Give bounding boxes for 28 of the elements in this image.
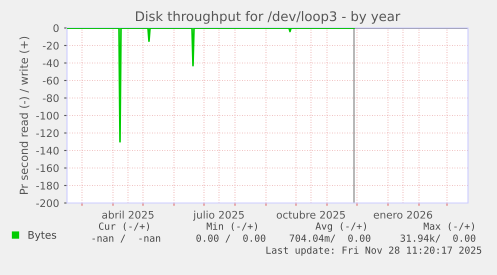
line-series xyxy=(67,28,355,143)
x-tick-label: enero 2026 xyxy=(374,210,432,219)
y-tick-label: -60 xyxy=(42,76,59,85)
text: Avg (-/+) xyxy=(316,222,366,232)
y-tick-label: -120 xyxy=(36,129,59,138)
text: 0.00 / 0.00 xyxy=(196,234,266,243)
y-tick-label: -40 xyxy=(42,59,59,68)
y-tick-label: -140 xyxy=(36,146,59,155)
text: Cur (-/+) xyxy=(98,222,149,231)
y-tick-label: -20 xyxy=(42,42,59,50)
x-tick-label: octubre 2025 xyxy=(276,210,345,219)
text: Min (-/+) xyxy=(206,222,257,231)
y-tick-label: 0 xyxy=(53,24,59,32)
y-tick-label: -200 xyxy=(36,199,59,208)
x-tick-label: julio 2025 xyxy=(193,210,244,221)
text: 704.04m/ 0.00 xyxy=(290,234,370,243)
text: Last update: Fri Nov 28 11:20:17 2025 xyxy=(266,246,482,256)
y-tick-label: -180 xyxy=(36,182,59,190)
text: 31.94k/ 0.00 xyxy=(400,234,476,243)
text: Max (-/+) xyxy=(424,222,474,231)
y-tick-label: -100 xyxy=(36,112,59,120)
x-tick-label: abril 2025 xyxy=(102,210,154,219)
y-tick-label: -80 xyxy=(42,94,59,102)
chart-title: Disk throughput for /dev/loop3 - by year xyxy=(136,11,400,24)
y-tick-label: -160 xyxy=(36,164,59,172)
legend-label: Bytes xyxy=(28,231,56,241)
text: -nan / -nan xyxy=(92,234,160,243)
y-axis-title: Pr second read (-) / write (+) xyxy=(19,36,30,194)
